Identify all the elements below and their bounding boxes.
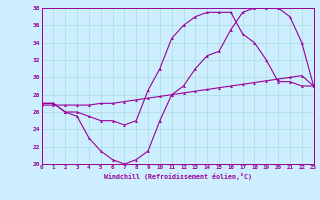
X-axis label: Windchill (Refroidissement éolien,°C): Windchill (Refroidissement éolien,°C) xyxy=(104,173,252,180)
